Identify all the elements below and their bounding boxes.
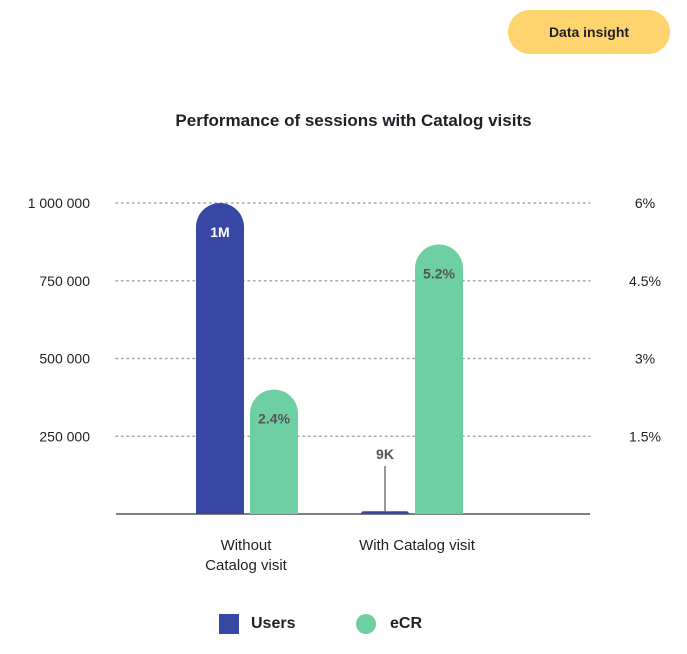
category-label-without-catalog: Without Catalog visit <box>205 537 287 574</box>
bar-ecr <box>415 244 463 514</box>
bar-ecr <box>250 389 298 514</box>
bar-users <box>361 511 409 514</box>
y-left-tick-label: 1 000 000 <box>28 195 90 211</box>
y-right-tick-label: 1.5% <box>629 428 661 444</box>
data-label-ecr: 2.4% <box>258 411 290 427</box>
data-label-users: 9K <box>376 446 394 462</box>
y-right-tick-label: 3% <box>635 351 655 367</box>
data-label-users: 1M <box>210 224 229 240</box>
y-left-tick-label: 500 000 <box>39 351 90 367</box>
bar-users <box>196 203 244 514</box>
legend-item-users: Users <box>219 614 295 634</box>
data-insight-badge: Data insight <box>508 10 670 54</box>
legend-label-users: Users <box>251 615 296 632</box>
category-label-with-catalog: With Catalog visit <box>359 537 475 554</box>
y-left-tick-label: 250 000 <box>39 428 90 444</box>
y-left-tick-label: 750 000 <box>39 273 90 289</box>
y-right-tick-label: 6% <box>635 195 655 211</box>
legend-swatch-ecr <box>356 614 376 634</box>
legend-swatch-users <box>219 614 239 634</box>
legend-label-ecr: eCR <box>390 615 423 632</box>
data-label-ecr: 5.2% <box>423 265 455 281</box>
chart-title: Performance of sessions with Catalog vis… <box>175 111 532 130</box>
y-right-tick-label: 4.5% <box>629 273 661 289</box>
legend-item-ecr: eCR <box>356 614 422 634</box>
